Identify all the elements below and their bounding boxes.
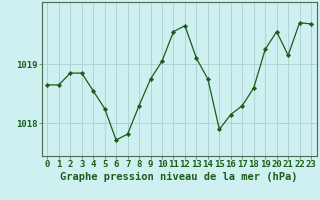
X-axis label: Graphe pression niveau de la mer (hPa): Graphe pression niveau de la mer (hPa) (60, 172, 298, 182)
